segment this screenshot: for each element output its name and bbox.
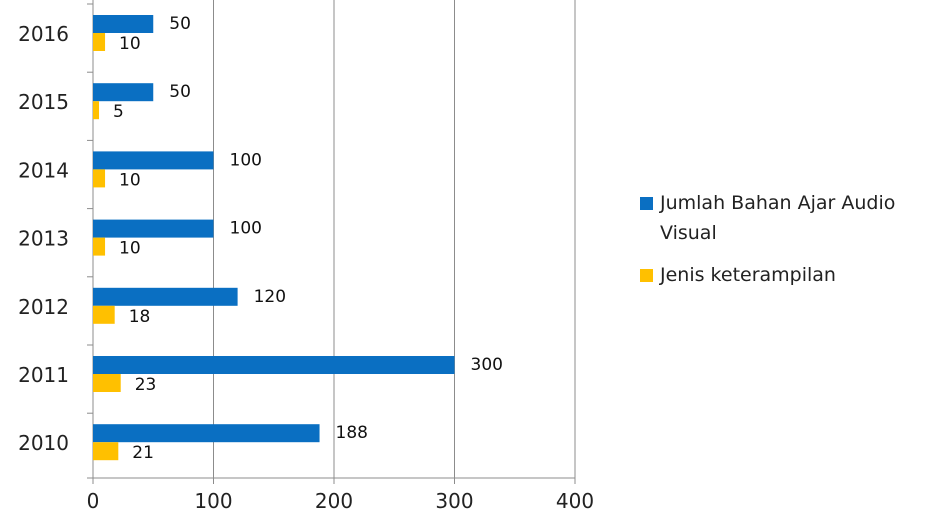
data-label-series1-2013: 100 [230, 219, 262, 239]
y-tick-label-2014: 2014 [18, 158, 69, 182]
bar-series2-2011 [93, 374, 121, 392]
y-tick-label-2016: 2016 [18, 22, 69, 46]
legend-item-series-1: Jumlah Bahan Ajar Audio Visual [640, 188, 930, 248]
data-label-series1-2016: 50 [169, 14, 191, 34]
bar-series1-2012 [93, 287, 238, 306]
bar-series2-2016 [93, 33, 106, 51]
x-tick-label-400: 400 [556, 489, 594, 513]
x-tick-label-0: 0 [87, 489, 100, 513]
bar-series2-2015 [93, 101, 100, 120]
data-label-series1-2010: 188 [336, 423, 368, 443]
y-tick-label-2013: 2013 [18, 227, 69, 251]
data-label-series2-2011: 23 [135, 375, 157, 395]
data-label-series1-2011: 300 [471, 355, 503, 375]
bar-series1-2013 [93, 219, 214, 238]
x-tick-label-200: 200 [315, 489, 353, 513]
data-label-series2-2014: 10 [119, 170, 141, 190]
data-label-series1-2012: 120 [254, 287, 286, 307]
bar-series2-2014 [93, 169, 106, 188]
x-tick-label-300: 300 [435, 489, 473, 513]
data-label-series1-2014: 100 [230, 150, 262, 170]
bar-series1-2010 [93, 424, 320, 443]
legend-label-series-2: Jenis keterampilan [660, 264, 836, 286]
bar-series2-2012 [93, 305, 115, 324]
y-tick-label-2010: 2010 [18, 431, 69, 455]
data-label-series2-2015: 5 [113, 102, 124, 122]
data-label-series2-2016: 10 [119, 34, 141, 54]
bar-series1-2016 [93, 15, 154, 33]
bar-series1-2015 [93, 83, 154, 102]
legend-swatch-series-2 [640, 269, 653, 282]
bar-series2-2010 [93, 442, 119, 461]
y-tick-label-2011: 2011 [18, 363, 69, 387]
bar-series1-2014 [93, 151, 214, 170]
y-tick-label-2012: 2012 [18, 295, 69, 319]
legend-item-series-2: Jenis keterampilan [640, 260, 930, 290]
data-label-series2-2010: 21 [132, 443, 154, 463]
data-label-series2-2012: 18 [129, 307, 151, 327]
data-label-series2-2013: 10 [119, 239, 141, 259]
bar-series1-2011 [93, 356, 455, 374]
chart-legend: Jumlah Bahan Ajar Audio Visual Jenis ket… [640, 188, 930, 302]
y-tick-label-2015: 2015 [18, 90, 69, 114]
legend-swatch-series-1 [640, 197, 653, 210]
bar-series2-2013 [93, 237, 106, 256]
x-tick-label-100: 100 [194, 489, 232, 513]
legend-label-series-1: Jumlah Bahan Ajar Audio Visual [660, 192, 896, 244]
data-label-series1-2015: 50 [169, 82, 191, 102]
